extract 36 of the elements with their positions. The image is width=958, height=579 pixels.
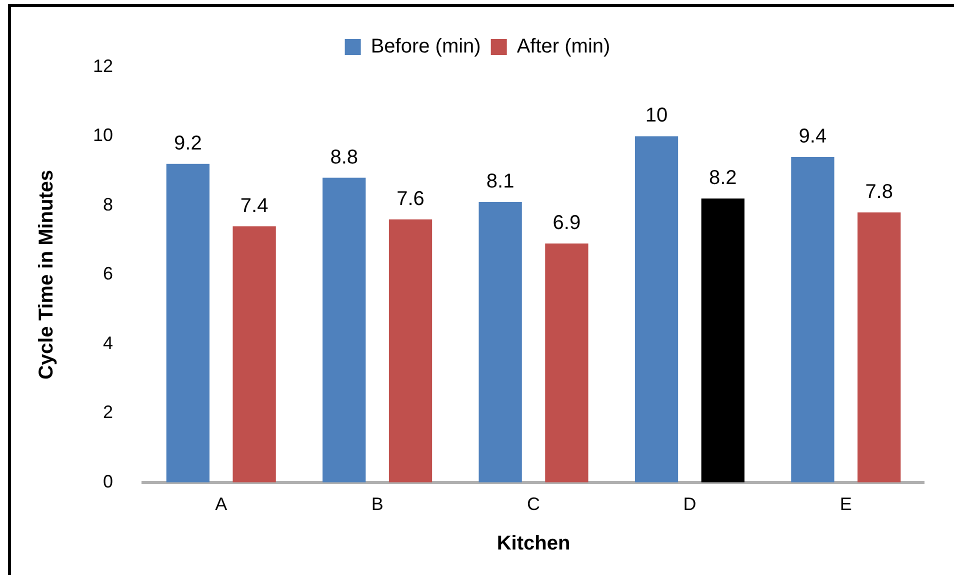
data-label: 7.4 xyxy=(240,194,268,217)
data-label: 7.6 xyxy=(396,188,424,210)
y-tick-label: 4 xyxy=(103,332,114,353)
bar xyxy=(634,136,678,482)
legend-label: Before (min) xyxy=(370,36,481,58)
y-tick-label: 0 xyxy=(103,471,114,492)
bar xyxy=(166,164,210,482)
data-label: 9.4 xyxy=(798,126,827,148)
data-label: 8.2 xyxy=(708,167,737,190)
x-tick-label: A xyxy=(215,494,228,514)
bar xyxy=(858,212,901,482)
data-label: 6.9 xyxy=(552,212,581,234)
x-tick-label: C xyxy=(527,494,540,514)
x-tick-label: E xyxy=(840,494,852,514)
x-axis-title: Kitchen xyxy=(496,532,570,555)
y-tick-label: 6 xyxy=(103,264,114,284)
bar xyxy=(791,157,834,482)
data-label: 9.2 xyxy=(174,132,202,154)
bar xyxy=(478,202,522,482)
x-tick-label: D xyxy=(683,494,696,514)
y-tick-label: 8 xyxy=(103,194,114,214)
y-tick-label: 2 xyxy=(103,402,114,422)
bar xyxy=(322,178,366,482)
data-label: 7.8 xyxy=(865,180,893,203)
legend-label: After (min) xyxy=(516,36,610,58)
data-label: 10 xyxy=(645,104,668,127)
y-tick-label: 12 xyxy=(92,56,114,76)
bar xyxy=(232,226,276,482)
data-label: 8.8 xyxy=(330,146,358,168)
y-tick-label: 10 xyxy=(92,125,114,146)
bar xyxy=(701,198,744,482)
x-tick-label: B xyxy=(371,494,384,514)
data-label: 8.1 xyxy=(486,170,514,193)
y-axis-title: Cycle Time in Minutes xyxy=(36,170,58,380)
bar xyxy=(545,244,588,482)
bar xyxy=(388,219,432,482)
